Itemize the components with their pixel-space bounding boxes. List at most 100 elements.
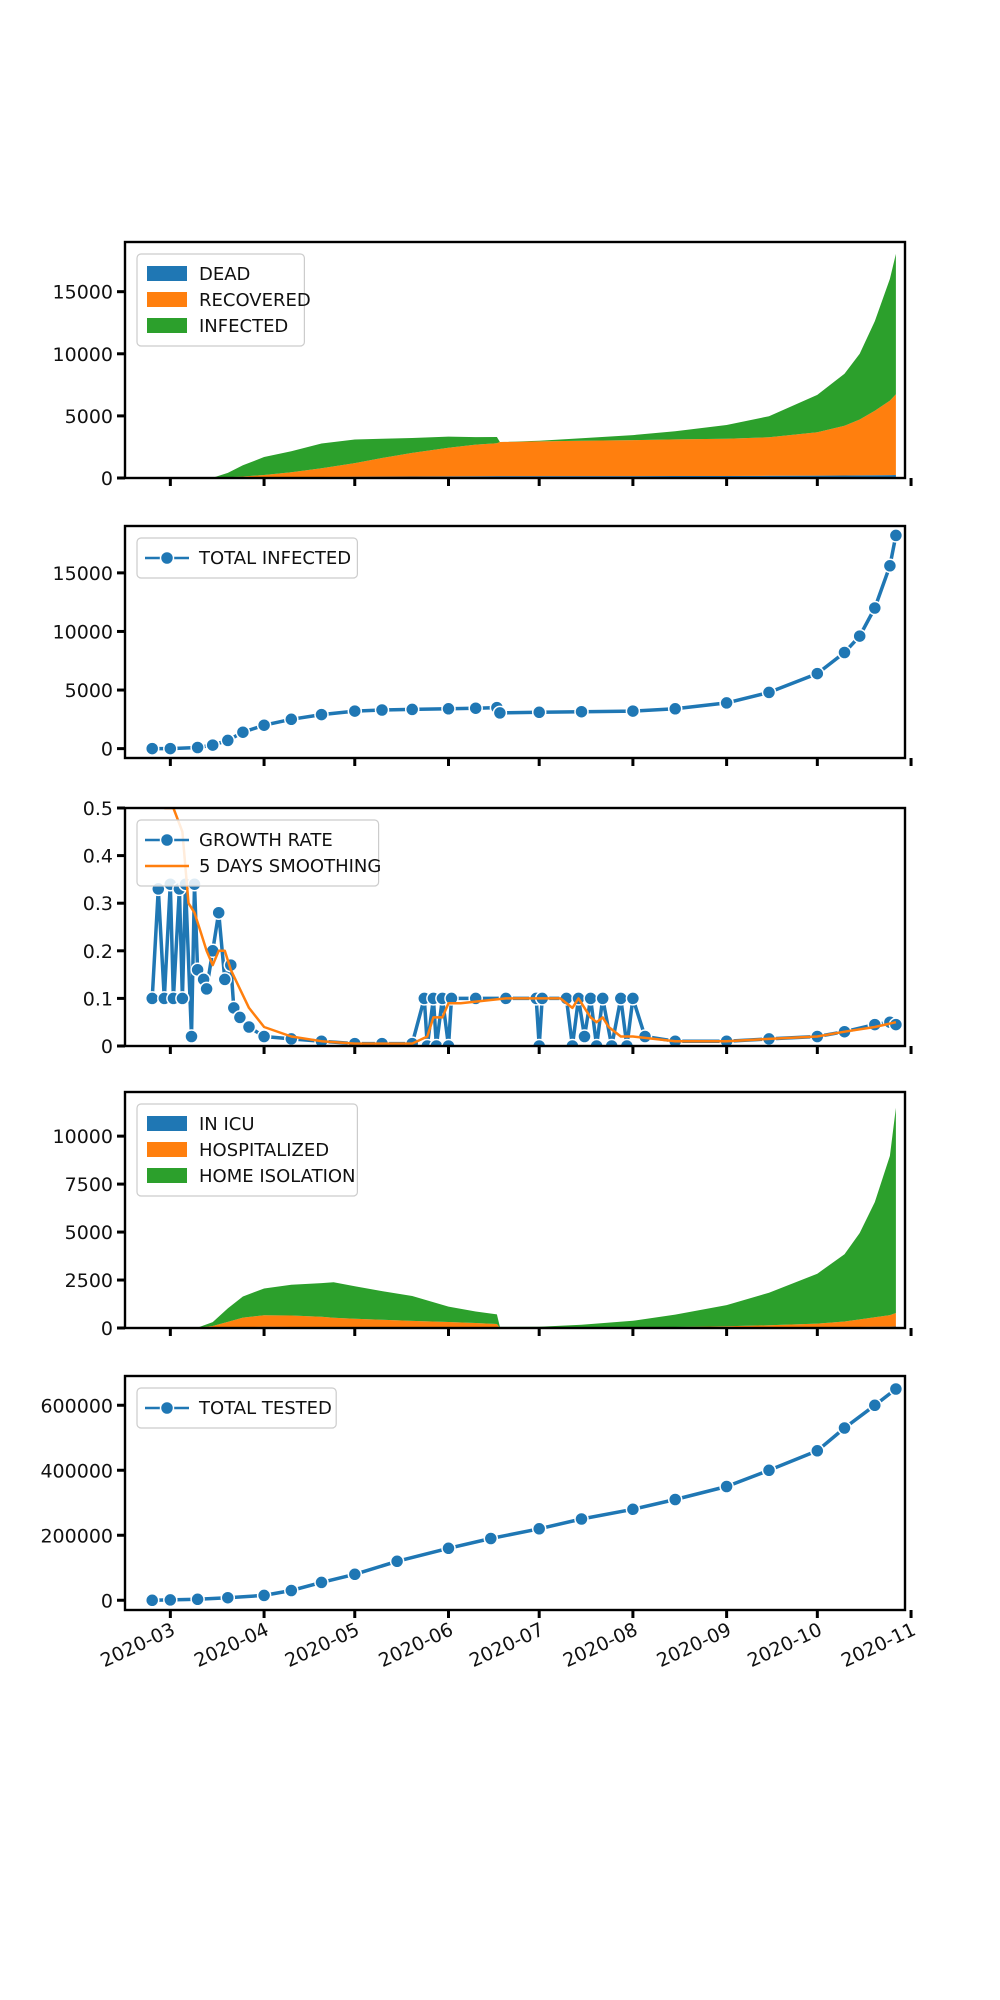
point-total-tested-2020-03-20 — [220, 1590, 236, 1605]
y-tick-label: 5000 — [65, 1222, 113, 1244]
point-total-infected-2020-10-10 — [837, 645, 852, 660]
x-tick-label: 2020-06 — [375, 1619, 456, 1672]
point-total-tested-2020-02-24 — [144, 1593, 160, 1608]
legend: DEAD RECOVERED INFECTED — [136, 253, 311, 347]
y-tick-label: 10000 — [53, 1126, 113, 1148]
y-tick-label: 7500 — [65, 1174, 113, 1196]
legend: TOTAL INFECTED — [136, 537, 358, 579]
point-growth-rate-2020-03-27 — [241, 1019, 257, 1035]
point-total-infected-2020-03-20 — [220, 733, 236, 748]
x-tick-label: 2020-04 — [191, 1619, 272, 1672]
legend: TOTAL TESTED — [136, 1387, 337, 1429]
legend-box — [136, 537, 358, 579]
point-growth-rate-2020-07-22 — [595, 991, 610, 1006]
chart-panel-2: 0 5000 10000 15000 TOTAL INFECTED — [53, 524, 913, 766]
chart-panel-1: 0 5000 10000 15000 DEAD RECOVERED INFECTED — [53, 240, 913, 490]
legend-label-5-days-smoothing: 5 DAYS SMOOTHING — [199, 856, 381, 877]
y-tick-label: 400000 — [40, 1460, 113, 1482]
point-growth-rate-2020-07-20 — [589, 1038, 604, 1046]
x-tick-label: 2020-11 — [838, 1619, 919, 1672]
legend-swatch-infected — [147, 318, 187, 333]
point-total-infected-2020-06-10 — [468, 700, 483, 716]
axes-frame — [123, 524, 907, 760]
legend-label-hospitalized: HOSPITALIZED — [199, 1140, 329, 1161]
point-total-tested-2020-07-15 — [574, 1511, 589, 1527]
point-growth-rate-2020-06-02 — [444, 991, 459, 1006]
point-total-tested-2020-10-01 — [810, 1443, 825, 1459]
point-total-infected-2020-03-15 — [205, 737, 220, 753]
line-5-days-smoothing — [164, 808, 897, 1045]
point-total-tested-2020-03-10 — [190, 1592, 205, 1607]
point-total-tested-2020-08-15 — [667, 1492, 683, 1507]
legend-label-total-tested: TOTAL TESTED — [198, 1398, 332, 1419]
y-tick-label: 0 — [101, 468, 113, 490]
legend-marker-total-infected — [159, 550, 175, 566]
legend-swatch-recovered — [147, 292, 187, 307]
point-total-infected-2020-02-24 — [144, 741, 160, 756]
legend-box — [136, 819, 380, 887]
plot-area — [144, 528, 904, 756]
point-growth-rate-2020-03-17 — [211, 905, 226, 920]
area-hospitalized — [152, 1313, 896, 1328]
point-growth-rate-2020-10-20 — [867, 1017, 883, 1032]
point-growth-rate-2020-07-30 — [619, 1038, 635, 1046]
point-total-tested-2020-06-01 — [441, 1541, 456, 1556]
point-total-infected-2020-10-20 — [867, 600, 883, 616]
point-growth-rate-2020-07-12 — [565, 1038, 580, 1046]
point-total-infected-2020-06-01 — [441, 701, 456, 717]
y-tick-label: 0 — [101, 739, 113, 761]
y-tick-label: 0.3 — [83, 893, 113, 915]
line-total-infected — [152, 535, 898, 751]
legend-label-in-icu: IN ICU — [199, 1114, 255, 1135]
chart-panel-4: 0 2500 5000 7500 10000 IN ICU HOSPITALIZED HOME… — [53, 1090, 913, 1340]
point-total-infected-2020-10-01 — [810, 666, 825, 681]
legend-label-infected: INFECTED — [199, 316, 288, 337]
y-tick-label: 0.4 — [83, 846, 113, 868]
legend-label-recovered: RECOVERED — [199, 290, 311, 311]
point-total-infected-2020-09-01 — [719, 695, 734, 711]
legend-box — [136, 1387, 337, 1429]
y-tick-label: 15000 — [53, 282, 113, 304]
legend-marker-growth-rate — [159, 832, 175, 848]
point-total-infected-2020-04-20 — [314, 707, 329, 722]
y-tick-label: 10000 — [53, 621, 113, 643]
point-growth-rate-2020-06-01 — [441, 1038, 456, 1046]
legend-label-home-isolation: HOME ISOLATION — [199, 1166, 356, 1187]
y-tick-label: 0.2 — [83, 941, 113, 963]
point-total-tested-2020-05-15 — [389, 1554, 405, 1569]
point-total-tested-2020-04-01 — [256, 1588, 272, 1603]
legend-marker-total-tested — [159, 1400, 175, 1416]
point-total-tested-2020-10-20 — [867, 1398, 883, 1413]
point-total-infected-2020-05-10 — [374, 702, 390, 718]
point-growth-rate-2020-07-18 — [583, 991, 598, 1006]
y-tick-label: 0 — [101, 1036, 113, 1058]
y-tick-label: 0.1 — [83, 988, 113, 1010]
point-total-infected-2020-08-15 — [667, 701, 683, 717]
point-total-infected-2020-06-18 — [492, 705, 508, 721]
y-tick-label: 10000 — [53, 344, 113, 366]
point-growth-rate-2020-03-13 — [199, 981, 214, 997]
point-total-infected-2020-10-15 — [852, 628, 867, 644]
point-growth-rate-2020-10-27 — [888, 1017, 904, 1032]
legend-label-total-infected: TOTAL INFECTED — [198, 548, 351, 569]
legend-swatch-home-isolation — [147, 1168, 187, 1183]
point-growth-rate-2020-03-24 — [232, 1010, 248, 1025]
point-total-tested-2020-10-27 — [888, 1381, 904, 1397]
point-total-tested-2020-10-10 — [837, 1420, 852, 1436]
axes-frame — [123, 240, 907, 480]
point-total-tested-2020-04-20 — [314, 1575, 329, 1590]
point-total-infected-2020-03-01 — [163, 741, 178, 756]
legend-box — [136, 1103, 358, 1197]
plot-area — [144, 1381, 904, 1608]
point-total-infected-2020-09-15 — [761, 685, 777, 700]
point-total-infected-2020-07-01 — [531, 705, 547, 720]
axes-frame — [123, 806, 907, 1048]
line-growth-rate — [150, 882, 897, 1046]
y-tick-label: 200000 — [40, 1525, 113, 1547]
point-growth-rate-2020-07-16 — [577, 1029, 592, 1044]
point-growth-rate-2020-03-08 — [184, 1029, 199, 1044]
point-total-tested-2020-09-01 — [719, 1479, 734, 1494]
point-total-infected-2020-10-25 — [882, 558, 898, 574]
x-tick-label: 2020-10 — [744, 1619, 825, 1672]
